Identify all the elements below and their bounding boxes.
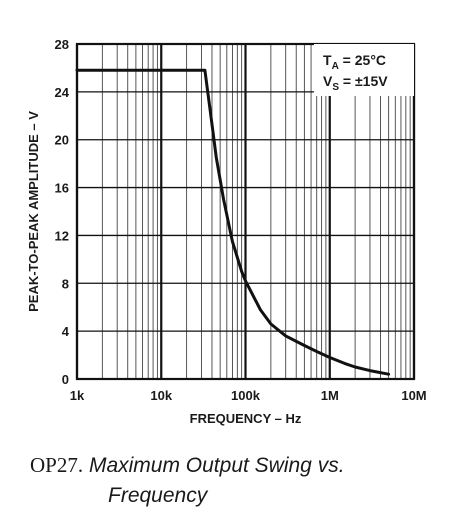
caption-line-1: OP27. Maximum Output Swing vs.	[30, 450, 450, 481]
y-tick-label: 8	[62, 276, 69, 291]
plot-frame	[75, 42, 416, 381]
frequency-response-chart: 1k 10k 100k 1M 10M 0 4 8 12 16 20 24 28 TA = 25°CVS …	[26, 37, 427, 426]
x-tick-label: 1k	[70, 388, 85, 403]
annotation-box: TA = 25°CVS = ±15V	[314, 44, 414, 96]
x-tick-label: 1M	[321, 388, 339, 403]
figure-title-line-2: Frequency	[108, 484, 208, 507]
x-tick-label: 10k	[150, 388, 172, 403]
caption-line-2: Frequency	[30, 481, 450, 511]
x-tick-label: 10M	[401, 388, 426, 403]
y-tick-label: 12	[55, 228, 69, 243]
tick-labels: 1k 10k 100k 1M 10M 0 4 8 12 16 20 24 28	[55, 37, 427, 403]
y-tick-label: 20	[55, 133, 69, 148]
y-tick-label: 4	[62, 324, 70, 339]
y-tick-label: 16	[55, 181, 69, 196]
y-tick-label: 28	[55, 37, 69, 52]
annotation-background	[314, 44, 414, 96]
data-series	[75, 68, 391, 376]
annotation-text: TA = 25°C	[323, 52, 386, 72]
y-tick-label: 24	[55, 85, 70, 100]
y-tick-label: 0	[62, 372, 69, 387]
y-axis-label: PEAK-TO-PEAK AMPLITUDE – V	[26, 111, 41, 312]
figure-caption: OP27. Maximum Output Swing vs. Frequency	[30, 450, 450, 511]
figure-title-line-1: Maximum Output Swing vs.	[88, 454, 345, 477]
x-tick-label: 100k	[231, 388, 261, 403]
x-axis-label: FREQUENCY – Hz	[190, 411, 302, 426]
annotation-text: VS = ±15V	[323, 73, 388, 93]
figure-id: OP27.	[30, 453, 84, 477]
series-line	[75, 68, 391, 376]
